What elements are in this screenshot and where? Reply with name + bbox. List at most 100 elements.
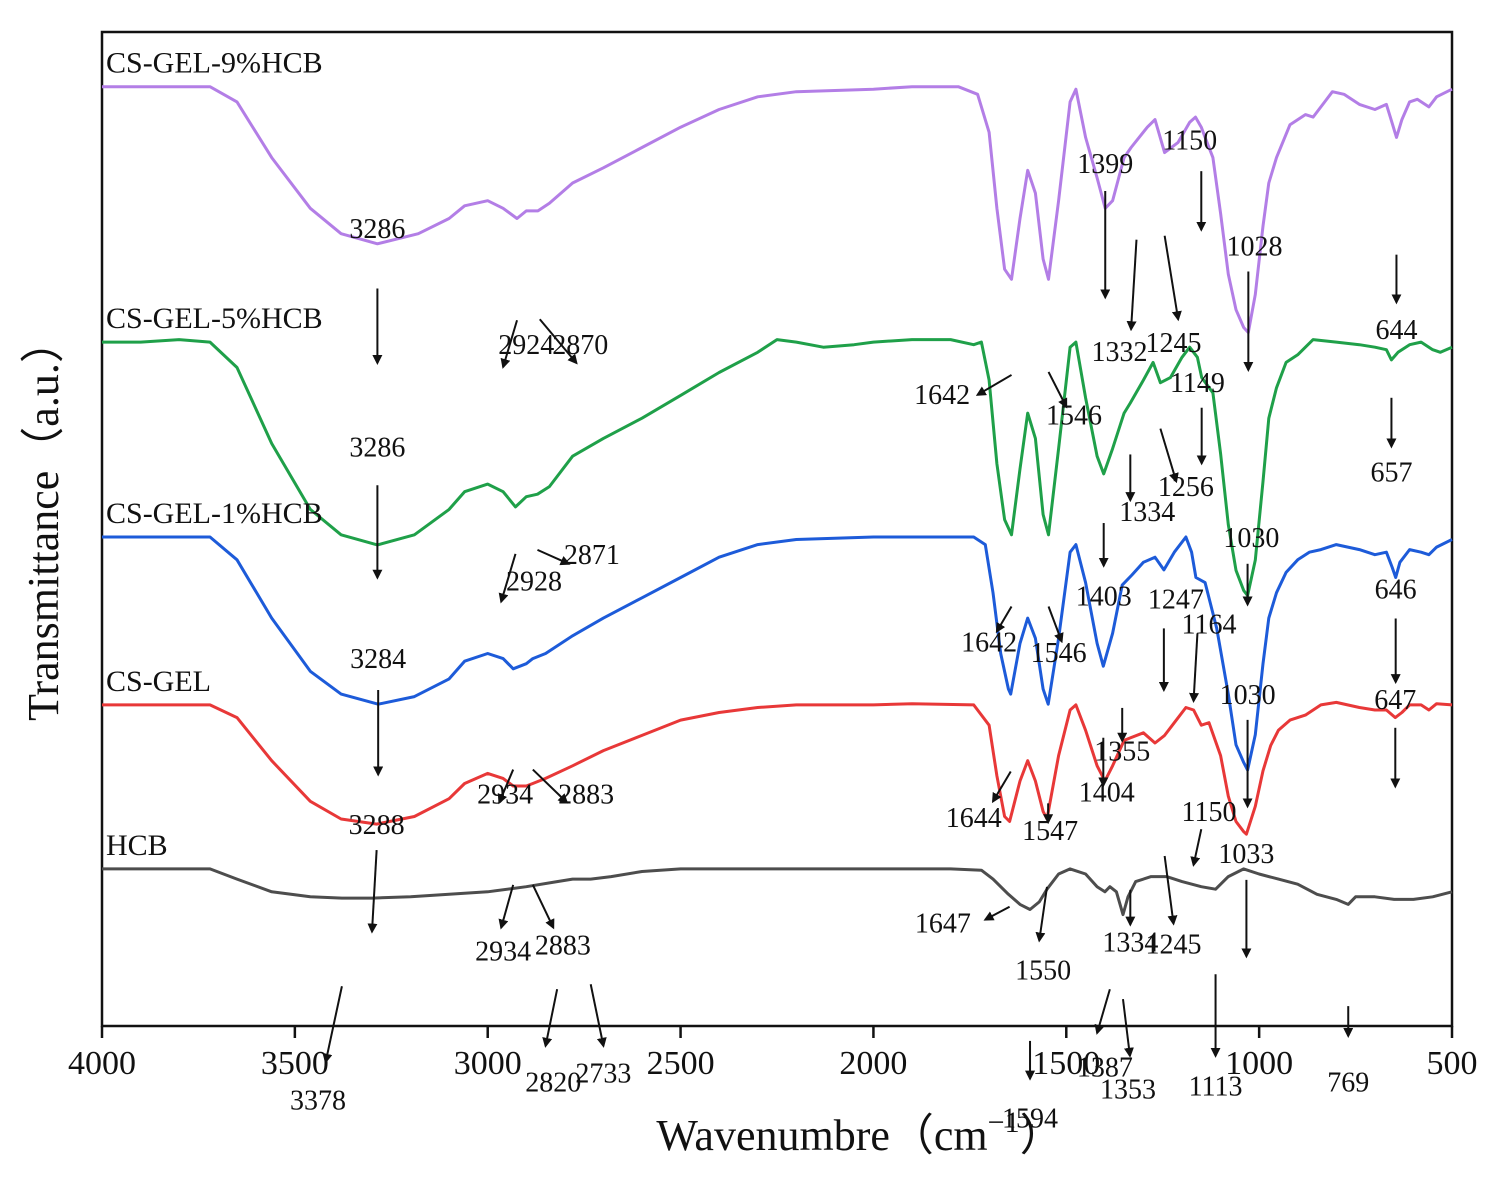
peak-arrow — [542, 989, 559, 1048]
x-tick-label: 2000 — [839, 1045, 907, 1082]
peak-label: 1403 — [1076, 582, 1132, 613]
peak-label: 1033 — [1218, 839, 1274, 870]
peak-arrow — [1189, 633, 1200, 703]
series-curve — [102, 338, 1453, 598]
series-label: CS-GEL-9%HCB — [106, 47, 323, 80]
peak-arrow — [539, 318, 578, 365]
peak-label: 1550 — [1015, 955, 1071, 986]
peak-label: 2883 — [535, 930, 591, 961]
peak-label: 1404 — [1079, 777, 1135, 808]
y-axis-title: Transmittance（a.u.） — [19, 319, 68, 721]
peak-label: 646 — [1375, 575, 1417, 606]
peak-label: 3284 — [350, 644, 406, 675]
x-tick-label: 3500 — [261, 1045, 329, 1082]
peak-label: 2820 — [525, 1068, 581, 1099]
peak-label: 1547 — [1022, 816, 1078, 847]
series-label: CS-GEL-1%HCB — [106, 497, 323, 530]
peak-label: 1028 — [1227, 232, 1283, 263]
peak-label: 1546 — [1046, 401, 1102, 432]
peak-arrow — [497, 769, 515, 805]
peak-label: 1594 — [1002, 1103, 1058, 1134]
peak-arrow — [500, 319, 518, 369]
peak-label: 1399 — [1077, 149, 1133, 180]
peak-label: 2934 — [475, 936, 531, 967]
peak-label: 769 — [1327, 1068, 1369, 1099]
series-label: HCB — [106, 829, 168, 862]
x-tick-label: 1000 — [1225, 1045, 1293, 1082]
peak-label: 657 — [1370, 457, 1412, 488]
peak-label: 1149 — [1170, 368, 1225, 399]
peak-label: 2733 — [575, 1059, 631, 1090]
peak-arrow — [1035, 886, 1048, 943]
peak-label: 2870 — [552, 330, 608, 361]
series-label: CS-GEL-5%HCB — [106, 302, 323, 335]
series-label: CS-GEL — [106, 665, 211, 698]
x-axis-title-sup: −1 — [988, 1106, 1020, 1139]
x-tick-label: 2500 — [647, 1045, 715, 1082]
peak-label: 1642 — [961, 627, 1017, 658]
peak-arrow — [1094, 988, 1111, 1035]
peak-label: 3286 — [349, 432, 405, 463]
peak-label: 1150 — [1182, 797, 1237, 828]
series-curve — [102, 535, 1453, 772]
x-tick-label: 1500 — [1032, 1045, 1100, 1082]
peak-label: 1546 — [1031, 638, 1087, 669]
peak-arrow — [322, 986, 343, 1064]
peak-label: 2928 — [506, 567, 562, 598]
peak-arrow — [983, 905, 1011, 921]
peak-arrow — [367, 850, 378, 934]
peak-arrow — [995, 606, 1013, 634]
series-curve — [102, 700, 1453, 836]
spectra-curves — [102, 85, 1453, 917]
x-axis-ticks: 4000 3500 3000 2500 2000 1500 1000 500 — [68, 1026, 1478, 1082]
peak-label: 3286 — [349, 214, 405, 245]
x-axis-title-text: Wavenumbre（cm — [656, 1111, 987, 1160]
peak-label: 1256 — [1158, 472, 1214, 503]
peak-arrow — [589, 984, 607, 1048]
x-axis-title: Wavenumbre（cm−1） — [656, 1106, 1063, 1160]
peak-label: 1150 — [1162, 125, 1217, 156]
peak-label: 1030 — [1220, 680, 1276, 711]
x-tick-label: 4000 — [68, 1045, 136, 1082]
peak-arrow — [537, 548, 571, 566]
x-tick-label: 500 — [1427, 1045, 1478, 1082]
peak-label: 1353 — [1100, 1075, 1156, 1106]
peak-label: 644 — [1375, 315, 1417, 346]
series-curve — [102, 85, 1453, 334]
peak-label: 2883 — [558, 779, 614, 810]
peak-arrow — [498, 553, 517, 604]
x-axis-title-close: ） — [1020, 1111, 1064, 1160]
peak-label: 647 — [1374, 685, 1416, 716]
peak-label: 1334 — [1102, 927, 1158, 958]
peak-arrow — [1121, 999, 1134, 1058]
peak-label: 1245 — [1146, 328, 1202, 359]
peak-label: 1164 — [1182, 609, 1237, 640]
peak-label: 1644 — [946, 803, 1002, 834]
x-tick-label: 3000 — [454, 1045, 522, 1082]
peak-label: 3378 — [290, 1085, 346, 1116]
peak-arrow — [1047, 606, 1064, 644]
peak-label: 1030 — [1223, 523, 1279, 554]
peak-arrow — [1190, 828, 1203, 867]
peak-arrow — [531, 884, 555, 930]
series-curve — [102, 867, 1453, 917]
peak-arrow — [1159, 428, 1179, 484]
peak-arrow — [991, 771, 1012, 804]
peak-label: 1332 — [1092, 337, 1148, 368]
peak-arrow — [1163, 855, 1178, 926]
peak-label: 1113 — [1189, 1072, 1243, 1103]
series-labels: CS-GEL-9%HCB CS-GEL-5%HCB CS-GEL-1%HCB CS-G… — [106, 47, 323, 862]
peak-arrow — [1126, 239, 1138, 332]
peak-label: 2934 — [477, 779, 533, 810]
peak-arrow — [975, 374, 1013, 396]
peak-arrow — [1163, 235, 1182, 322]
peak-label: 2871 — [564, 540, 620, 571]
peak-label: 1647 — [915, 909, 971, 940]
peak-label: 2924 — [498, 330, 554, 361]
peak-label: 1334 — [1119, 497, 1175, 528]
peak-arrow — [498, 884, 515, 930]
peak-label: 3288 — [349, 810, 405, 841]
peak-arrow — [1047, 371, 1068, 409]
